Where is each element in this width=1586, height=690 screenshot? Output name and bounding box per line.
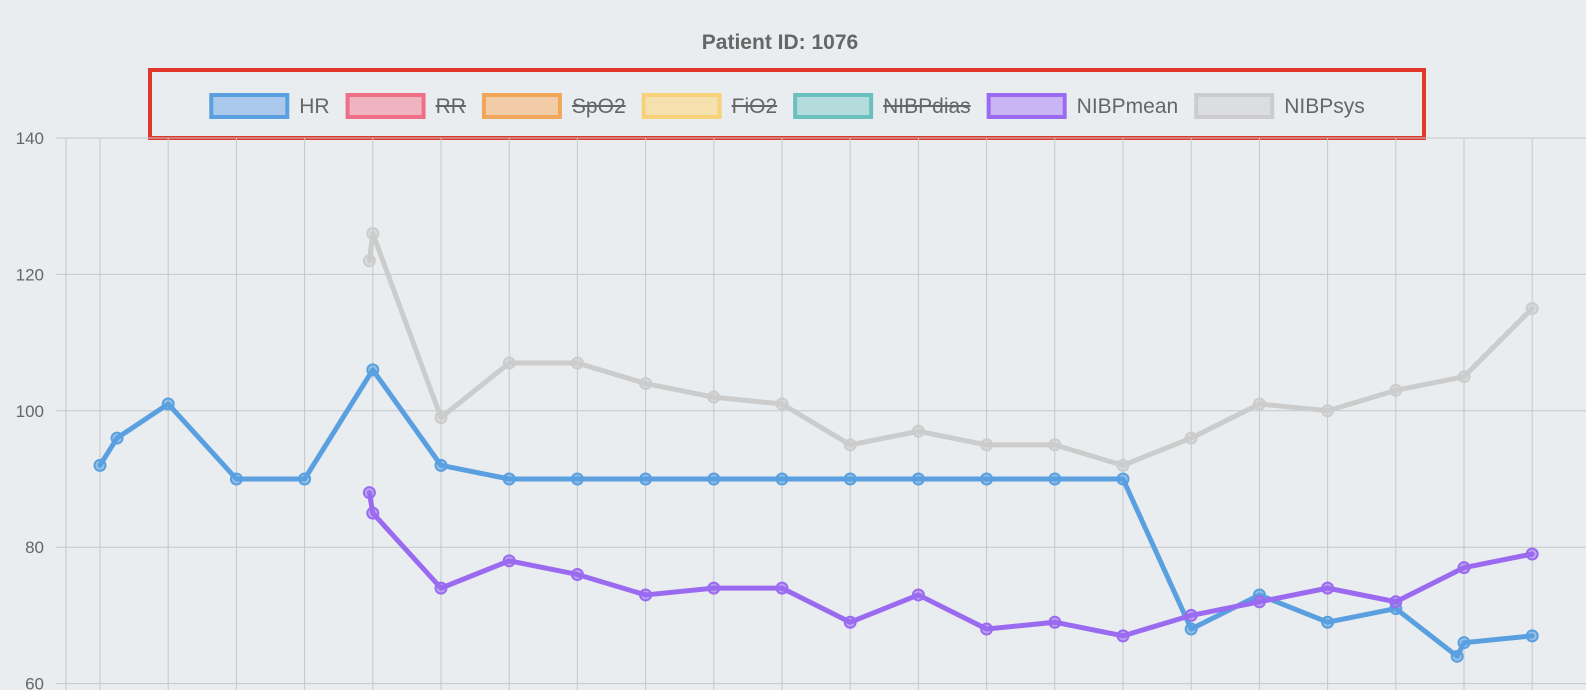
data-point-nibpmean-19[interactable] (1252, 595, 1266, 609)
series-lines (93, 226, 1539, 663)
data-point-nibpsys-18[interactable] (1184, 431, 1198, 445)
y-axis-ticks: 60 80 100 120 140 (16, 129, 44, 690)
chart-title: Patient ID: 1076 (702, 31, 858, 54)
legend-item-rr[interactable]: RR (345, 93, 466, 119)
y-tick-label-80: 80 (25, 538, 44, 557)
legend-label-nibpmean: NIBPmean (1077, 95, 1179, 118)
y-tick-label-60: 60 (25, 675, 44, 690)
data-point-nibpmean-21[interactable] (1389, 595, 1403, 609)
y-tick-label-100: 100 (16, 402, 44, 421)
data-point-nibpsys-23[interactable] (1457, 370, 1471, 384)
legend[interactable]: HR RR SpO2 FiO2 NIBPdias NIBPmean NIBPsys (209, 93, 1365, 119)
data-point-nibpsys-24[interactable] (1525, 302, 1539, 315)
data-point-nibpmean-10[interactable] (639, 588, 653, 602)
legend-swatch-hr (209, 93, 290, 119)
legend-label-hr: HR (299, 95, 329, 118)
data-point-nibpmean-5[interactable] (362, 486, 376, 500)
data-point-hr-14[interactable] (911, 472, 925, 486)
data-point-nibpmean-15[interactable] (980, 622, 994, 636)
data-point-hr-11[interactable] (707, 472, 721, 486)
data-point-hr-8[interactable] (502, 472, 516, 486)
data-point-hr-18[interactable] (1184, 622, 1198, 636)
data-point-hr-16[interactable] (1048, 472, 1062, 486)
data-point-nibpsys-16[interactable] (1048, 438, 1062, 452)
data-point-hr-13[interactable] (843, 472, 857, 486)
data-point-nibpsys-13[interactable] (843, 438, 857, 452)
data-point-hr-12[interactable] (775, 472, 789, 486)
data-point-nibpsys-10[interactable] (639, 377, 653, 391)
data-point-nibpmean-20[interactable] (1321, 581, 1335, 595)
data-point-nibpsys-20[interactable] (1321, 404, 1335, 418)
data-point-hr-4[interactable] (298, 472, 312, 486)
data-point-nibpsys-21[interactable] (1389, 383, 1403, 397)
legend-swatch-spo2 (481, 93, 562, 119)
data-point-hr-6[interactable] (366, 363, 380, 377)
data-point-hr-3[interactable] (229, 472, 243, 486)
data-point-nibpmean-17[interactable] (1116, 629, 1130, 643)
data-point-nibpmean-18[interactable] (1184, 608, 1198, 622)
data-point-hr-20[interactable] (1321, 615, 1335, 629)
data-point-nibpmean-8[interactable] (502, 554, 516, 568)
data-point-nibpmean-14[interactable] (911, 588, 925, 602)
data-point-nibpmean-7[interactable] (434, 581, 448, 595)
data-point-nibpsys-5[interactable] (362, 254, 376, 268)
series-line-nibpsys (366, 230, 1535, 468)
legend-item-nibpsys[interactable]: NIBPsys (1194, 93, 1365, 119)
data-point-hr-24[interactable] (1525, 629, 1539, 643)
data-point-hr-23[interactable] (1457, 636, 1471, 650)
data-point-nibpsys-14[interactable] (911, 424, 925, 438)
legend-swatch-rr (345, 93, 426, 119)
legend-item-nibpmean[interactable]: NIBPmean (986, 93, 1179, 119)
data-point-nibpmean-11[interactable] (707, 581, 721, 595)
data-point-hr-15[interactable] (980, 472, 994, 486)
grid (56, 137, 1586, 690)
data-point-nibpmean-16[interactable] (1048, 615, 1062, 629)
data-point-hr-9[interactable] (570, 472, 584, 486)
data-point-nibpsys-17[interactable] (1116, 458, 1130, 472)
legend-swatch-nibpdias (793, 93, 874, 119)
data-point-nibpmean-9[interactable] (570, 567, 584, 581)
legend-item-hr[interactable]: HR (209, 93, 330, 119)
data-point-nibpsys-6[interactable] (366, 226, 380, 240)
data-point-nibpmean-6[interactable] (366, 506, 380, 520)
data-point-hr-2[interactable] (161, 397, 175, 411)
data-point-nibpsys-19[interactable] (1252, 397, 1266, 411)
legend-label-nibpsys: NIBPsys (1284, 95, 1365, 118)
data-point-nibpmean-13[interactable] (843, 615, 857, 629)
data-point-hr-22[interactable] (1450, 649, 1464, 663)
y-tick-label-140: 140 (16, 129, 44, 148)
data-point-hr-17[interactable] (1116, 472, 1130, 486)
data-point-nibpsys-15[interactable] (980, 438, 994, 452)
data-point-hr-10[interactable] (639, 472, 653, 486)
legend-swatch-nibpmean (986, 93, 1067, 119)
legend-item-fio2[interactable]: FiO2 (641, 93, 778, 119)
data-point-nibpsys-12[interactable] (775, 397, 789, 411)
data-point-nibpmean-23[interactable] (1457, 561, 1471, 575)
data-point-nibpmean-12[interactable] (775, 581, 789, 595)
data-point-nibpmean-24[interactable] (1525, 547, 1539, 561)
data-point-nibpsys-7[interactable] (434, 411, 448, 425)
y-tick-label-120: 120 (16, 265, 44, 284)
series-line-hr (97, 367, 1535, 659)
data-point-nibpsys-11[interactable] (707, 390, 721, 404)
data-point-nibpsys-8[interactable] (502, 356, 516, 370)
data-point-hr-0[interactable] (93, 458, 107, 472)
data-point-hr-7[interactable] (434, 458, 448, 472)
data-point-hr-1[interactable] (110, 431, 124, 445)
legend-swatch-nibpsys (1194, 93, 1275, 119)
legend-item-spo2[interactable]: SpO2 (481, 93, 626, 119)
legend-swatch-fio2 (641, 93, 722, 119)
data-point-nibpsys-9[interactable] (570, 356, 584, 370)
legend-item-nibpdias[interactable]: NIBPdias (793, 93, 971, 119)
